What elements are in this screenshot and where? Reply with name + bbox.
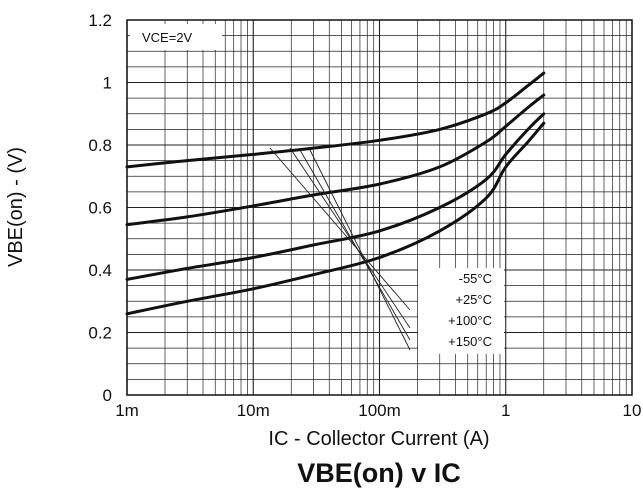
- legend-leaders: [269, 147, 411, 351]
- plot-frame: [126, 19, 633, 396]
- x-axis-label: IC - Collector Current (A): [268, 428, 489, 450]
- tick-labels: 1m 10m 100m 1 10 0 0.2 0.4 0.6 0.8 1 1.2: [88, 11, 641, 420]
- x-tick-label: 1m: [115, 401, 139, 420]
- legend: -55°C +25°C +100°C +150°C: [418, 268, 504, 354]
- curves: [125, 71, 546, 316]
- legend-background: [418, 268, 504, 354]
- series-line: [125, 112, 546, 281]
- series-line: [125, 93, 546, 227]
- x-tick-label: 10m: [237, 401, 270, 420]
- x-tick-label: 10: [623, 401, 642, 420]
- y-tick-label: 1: [103, 74, 112, 93]
- legend-label: -55°C: [459, 271, 492, 286]
- grid: [126, 20, 632, 395]
- y-tick-label: 0.6: [88, 199, 112, 218]
- y-tick-label: 0.2: [88, 324, 112, 343]
- y-tick-label: 0: [103, 386, 112, 405]
- y-tick-label: 0.4: [88, 261, 112, 280]
- condition-label: VCE=2V: [142, 30, 193, 45]
- chart-title: VBE(on) v IC: [297, 458, 461, 488]
- y-tick-label: 1.2: [88, 11, 112, 30]
- y-tick-label: 0.8: [88, 136, 112, 155]
- legend-leader-line: [289, 147, 411, 329]
- legend-label: +150°C: [448, 334, 492, 349]
- legend-label: +25°C: [455, 292, 492, 307]
- series-line: [125, 71, 546, 169]
- legend-leader-line: [309, 149, 411, 351]
- x-tick-label: 1: [501, 401, 510, 420]
- legend-label: +100°C: [448, 313, 492, 328]
- series-line: [125, 121, 546, 316]
- legend-leader-line: [269, 147, 411, 311]
- condition-box: [130, 24, 222, 50]
- x-tick-label: 100m: [358, 401, 401, 420]
- legend-leader-line: [299, 149, 411, 341]
- y-axis-label: VBE(on) - (V): [5, 147, 27, 267]
